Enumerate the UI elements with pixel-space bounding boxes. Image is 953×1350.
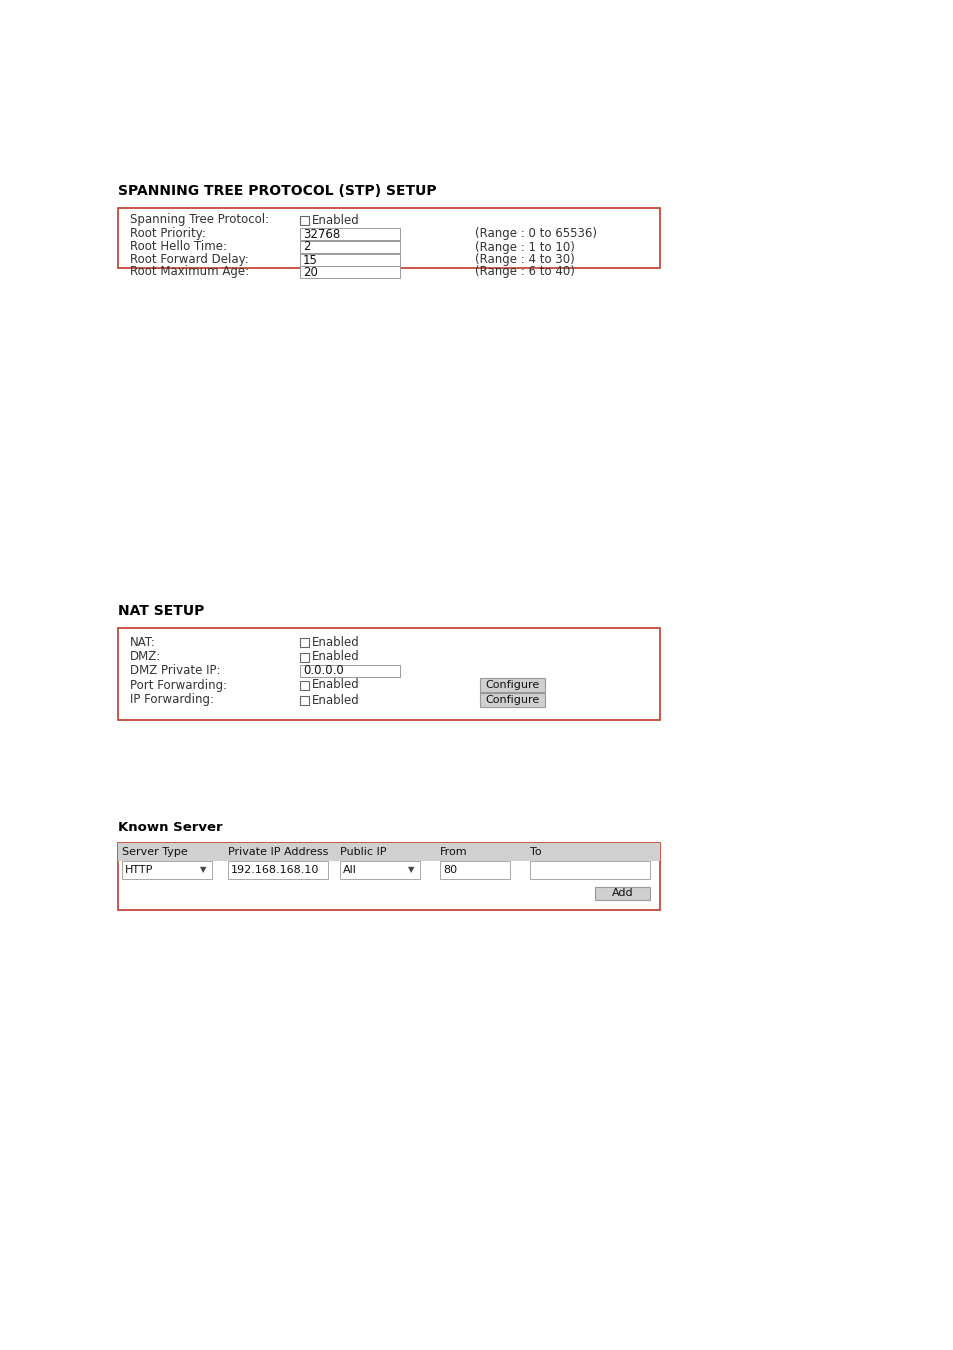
Bar (122, 861, 212, 879)
Text: HTTP: HTTP (125, 865, 153, 875)
Bar (299, 266, 399, 278)
Text: Root Forward Delay:: Root Forward Delay: (130, 254, 249, 266)
Text: (Range : 0 to 65536): (Range : 0 to 65536) (475, 228, 597, 240)
Bar (118, 842, 659, 910)
Text: Enabled: Enabled (312, 679, 359, 691)
Text: 0.0.0.0: 0.0.0.0 (303, 664, 343, 678)
Bar (339, 861, 419, 879)
Text: 192.168.168.10: 192.168.168.10 (231, 865, 319, 875)
Text: Public IP: Public IP (339, 846, 386, 857)
Bar (439, 861, 510, 879)
Text: DMZ:: DMZ: (130, 651, 161, 663)
Text: ▼: ▼ (200, 865, 206, 875)
Text: Server Type: Server Type (122, 846, 188, 857)
Text: DMZ Private IP:: DMZ Private IP: (130, 664, 220, 678)
Bar (299, 242, 399, 252)
Bar (479, 678, 544, 693)
Bar (595, 887, 649, 899)
Bar (530, 861, 649, 879)
Bar (299, 695, 309, 705)
Bar (118, 842, 659, 861)
Bar (299, 254, 399, 266)
Text: Configure: Configure (485, 680, 539, 690)
Text: Root Maximum Age:: Root Maximum Age: (130, 266, 249, 278)
Text: Enabled: Enabled (312, 213, 359, 227)
Text: Root Priority:: Root Priority: (130, 228, 206, 240)
Text: (Range : 4 to 30): (Range : 4 to 30) (475, 254, 574, 266)
Text: NAT SETUP: NAT SETUP (118, 603, 204, 618)
Text: IP Forwarding:: IP Forwarding: (130, 694, 213, 706)
Text: Private IP Address: Private IP Address (228, 846, 328, 857)
Text: ▼: ▼ (408, 865, 414, 875)
Bar (118, 628, 659, 720)
Bar (118, 208, 659, 269)
Bar (228, 861, 328, 879)
Text: Add: Add (611, 888, 633, 898)
Bar (299, 680, 309, 690)
Text: 2: 2 (303, 240, 310, 254)
Text: SPANNING TREE PROTOCOL (STP) SETUP: SPANNING TREE PROTOCOL (STP) SETUP (118, 184, 436, 198)
Text: From: From (439, 846, 467, 857)
Text: Configure: Configure (485, 695, 539, 705)
Text: All: All (343, 865, 356, 875)
Text: 15: 15 (303, 254, 317, 266)
Text: Known Server: Known Server (118, 821, 222, 834)
Text: (Range : 1 to 10): (Range : 1 to 10) (475, 240, 575, 254)
Text: NAT:: NAT: (130, 636, 155, 648)
Text: Spanning Tree Protocol:: Spanning Tree Protocol: (130, 213, 269, 227)
Text: Enabled: Enabled (312, 636, 359, 648)
Bar (299, 228, 399, 240)
Bar (299, 637, 309, 647)
Text: 80: 80 (442, 865, 456, 875)
Bar (479, 693, 544, 707)
Text: Enabled: Enabled (312, 651, 359, 663)
Text: (Range : 6 to 40): (Range : 6 to 40) (475, 266, 575, 278)
Text: Root Hello Time:: Root Hello Time: (130, 240, 227, 254)
Text: To: To (530, 846, 541, 857)
Bar (299, 216, 309, 224)
Bar (299, 666, 399, 676)
Text: 20: 20 (303, 266, 317, 278)
Text: 32768: 32768 (303, 228, 340, 240)
Text: Enabled: Enabled (312, 694, 359, 706)
Bar (299, 652, 309, 662)
Text: Port Forwarding:: Port Forwarding: (130, 679, 227, 691)
